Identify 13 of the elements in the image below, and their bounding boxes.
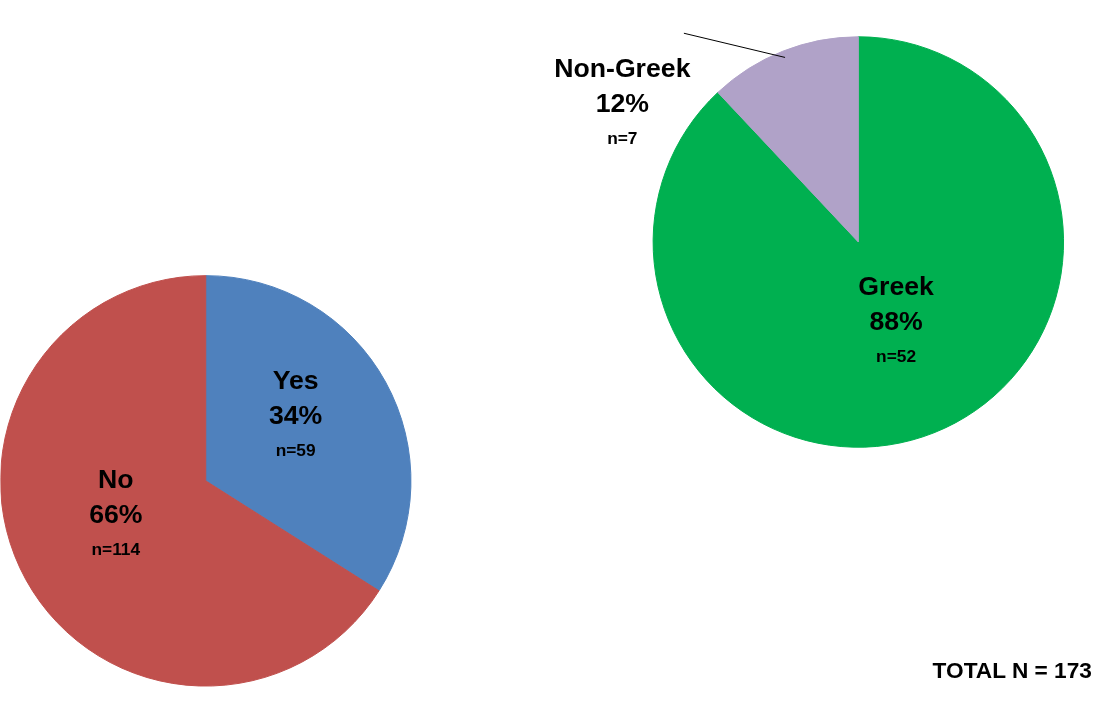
data-label: 12%	[595, 87, 650, 118]
data-label: 34%	[268, 399, 323, 430]
data-label: 88%	[869, 305, 923, 336]
slice-label: Non-Greek	[554, 53, 691, 84]
text: n=52	[876, 345, 917, 366]
text: TOTAL N = 173	[932, 656, 1092, 683]
slice-label: No	[98, 463, 134, 494]
text: n=114	[91, 538, 141, 559]
slice-label: Yes	[272, 365, 319, 396]
slice-label: Greek	[858, 271, 935, 301]
data-label: 66%	[89, 498, 143, 529]
text: n=59	[275, 439, 316, 460]
text: n=7	[607, 127, 638, 148]
